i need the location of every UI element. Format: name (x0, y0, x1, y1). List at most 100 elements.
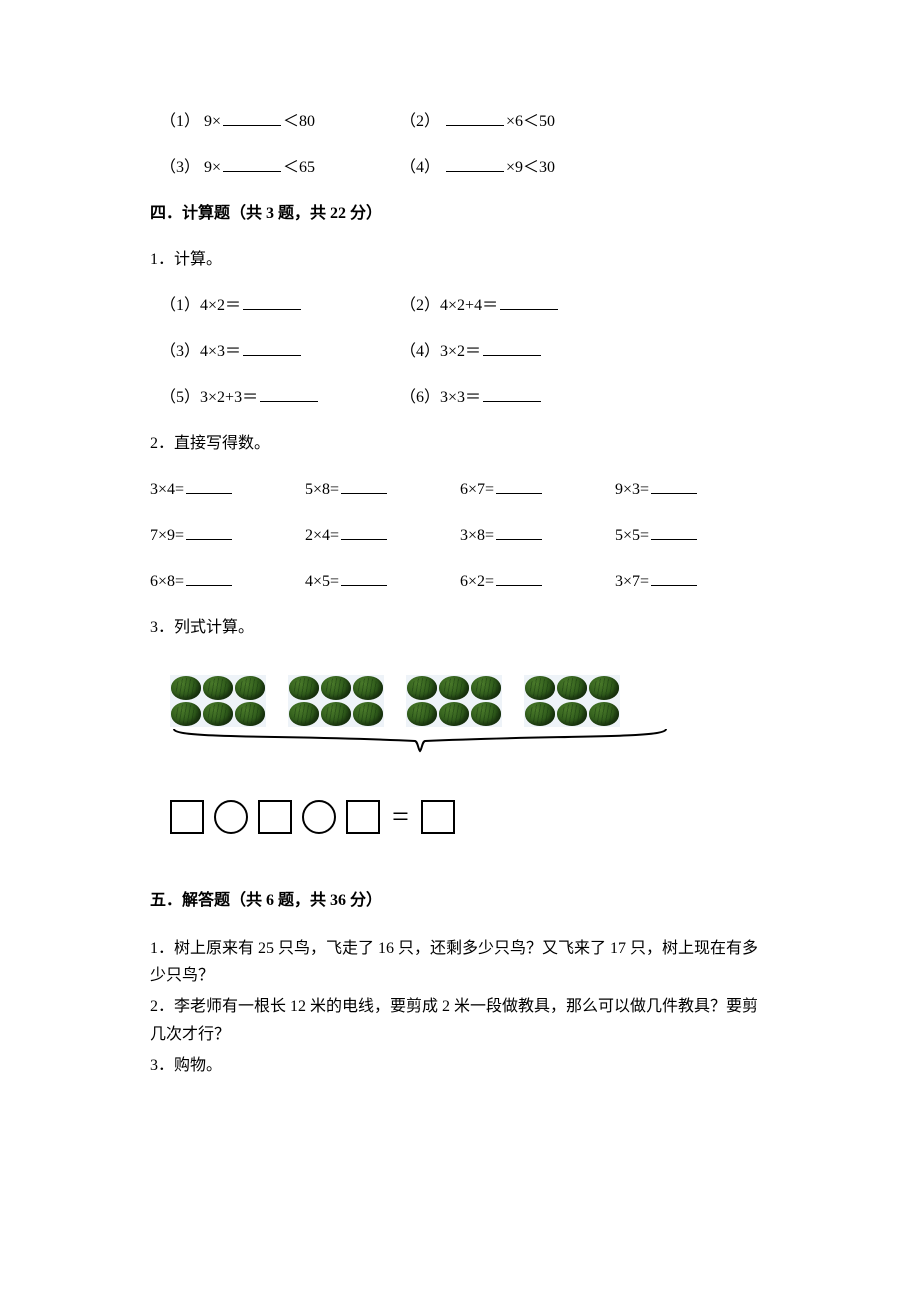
watermelon-icon (557, 676, 587, 700)
fill-blank[interactable] (186, 525, 232, 540)
equation-shapes: = (170, 800, 770, 834)
watermelon-row (525, 676, 619, 700)
watermelon-figure (170, 675, 670, 755)
watermelon-row (525, 702, 619, 726)
fill-blank[interactable] (496, 479, 542, 494)
fill-blank[interactable] (223, 157, 281, 172)
fill-blank[interactable] (260, 387, 318, 402)
fill-blank[interactable] (446, 157, 504, 172)
item-expr: 3×2+3＝ (200, 389, 258, 406)
q4-1-row-2: （3）4×3＝ （4）3×2＝ (150, 340, 770, 364)
watermelon-icon (589, 702, 619, 726)
answer-box-square[interactable] (258, 800, 292, 834)
calc-cell: 7×9= (150, 524, 305, 548)
top-fill-item-1: （1） 9× ＜80 (160, 110, 400, 134)
fill-blank[interactable] (186, 479, 232, 494)
calc-item: （5）3×2+3＝ (160, 386, 400, 410)
page: （1） 9×＜80 （2） ×6＜50 （3） 9×＜65 （4） ×9＜30 … (0, 0, 920, 1302)
q4-1-row-3: （5）3×2+3＝ （6）3×3＝ (150, 386, 770, 410)
watermelon-icon (321, 676, 351, 700)
calc-item: （4）3×2＝ (400, 340, 543, 364)
calc-cell: 9×3= (615, 478, 770, 502)
calc-cell: 3×4= (150, 478, 305, 502)
calc-item: （6）3×3＝ (400, 386, 543, 410)
fill-blank[interactable] (651, 479, 697, 494)
q5-3: 3．购物。 (150, 1052, 770, 1079)
calc-cell: 6×8= (150, 570, 305, 594)
watermelon-row (407, 676, 501, 700)
fill-blank[interactable] (483, 387, 541, 402)
item-expr: 6×7= (460, 481, 494, 498)
fill-blank[interactable] (446, 111, 504, 126)
item-expr: 3×4= (150, 481, 184, 498)
item-expr: 2×4= (305, 527, 339, 544)
item-number: （2） (400, 113, 440, 130)
watermelon-icon (589, 676, 619, 700)
calc-cell: 5×8= (305, 478, 460, 502)
item-cmp: ＜65 (283, 159, 315, 176)
item-expr-left: 9× (204, 113, 221, 130)
watermelon-icon (471, 702, 501, 726)
item-number: （6） (400, 389, 440, 406)
q4-1-label: 1．计算。 (150, 248, 770, 272)
q4-1-row-1: （1）4×2＝ （2）4×2+4＝ (150, 294, 770, 318)
calc-cell: 4×5= (305, 570, 460, 594)
item-expr: 3×2＝ (440, 343, 481, 360)
fill-blank[interactable] (243, 295, 301, 310)
watermelon-row (171, 702, 265, 726)
item-cmp: ×9＜30 (506, 159, 555, 176)
q5-2: 2．李老师有一根长 12 米的电线，要剪成 2 米一段做教具，那么可以做几件教具… (150, 993, 770, 1047)
item-expr: 5×8= (305, 481, 339, 498)
watermelon-icon (289, 702, 319, 726)
item-number: （4） (400, 343, 440, 360)
item-number: （5） (160, 389, 200, 406)
item-number: （1） (160, 113, 200, 130)
item-expr: 6×8= (150, 573, 184, 590)
top-fill-row-1: （1） 9× ＜80 （2） ×6＜50 (150, 110, 770, 134)
watermelon-icon (235, 676, 265, 700)
fill-blank[interactable] (496, 525, 542, 540)
fill-blank[interactable] (500, 295, 558, 310)
fill-blank[interactable] (651, 571, 697, 586)
watermelon-icon (471, 676, 501, 700)
watermelon-icon (321, 702, 351, 726)
top-fill-item-3: （3） 9×＜65 (160, 156, 400, 180)
item-expr: 3×7= (615, 573, 649, 590)
watermelon-row (289, 676, 383, 700)
fill-blank[interactable] (483, 341, 541, 356)
item-expr: 4×3＝ (200, 343, 241, 360)
calc-item: （1）4×2＝ (160, 294, 400, 318)
watermelon-icon (353, 676, 383, 700)
top-fill-row-2: （3） 9×＜65 （4） ×9＜30 (150, 156, 770, 180)
watermelon-icon (171, 702, 201, 726)
q5-1: 1．树上原来有 25 只鸟，飞走了 16 只，还剩多少只鸟？又飞来了 17 只，… (150, 935, 770, 989)
watermelon-icon (289, 676, 319, 700)
item-expr: 4×5= (305, 573, 339, 590)
fill-blank[interactable] (651, 525, 697, 540)
fill-blank[interactable] (341, 571, 387, 586)
answer-box-square[interactable] (170, 800, 204, 834)
answer-box-square[interactable] (346, 800, 380, 834)
fill-blank[interactable] (243, 341, 301, 356)
watermelon-icon (407, 676, 437, 700)
fill-blank[interactable] (341, 525, 387, 540)
answer-box-circle[interactable] (214, 800, 248, 834)
item-expr: 6×2= (460, 573, 494, 590)
item-expr: 3×8= (460, 527, 494, 544)
section-4-title: 四．计算题（共 3 题，共 22 分） (150, 202, 770, 226)
q4-2-label: 2．直接写得数。 (150, 432, 770, 456)
item-number: （3） (160, 159, 200, 176)
watermelon-groups (170, 675, 670, 727)
answer-box-square[interactable] (421, 800, 455, 834)
calc-cell: 6×7= (460, 478, 615, 502)
answer-box-circle[interactable] (302, 800, 336, 834)
fill-blank[interactable] (496, 571, 542, 586)
fill-blank[interactable] (341, 479, 387, 494)
watermelon-icon (525, 676, 555, 700)
watermelon-group (406, 675, 502, 727)
fill-blank[interactable] (223, 111, 281, 126)
fill-blank[interactable] (186, 571, 232, 586)
item-cmp: ＜80 (283, 113, 315, 130)
watermelon-row (171, 676, 265, 700)
item-cmp: ×6＜50 (506, 113, 555, 130)
